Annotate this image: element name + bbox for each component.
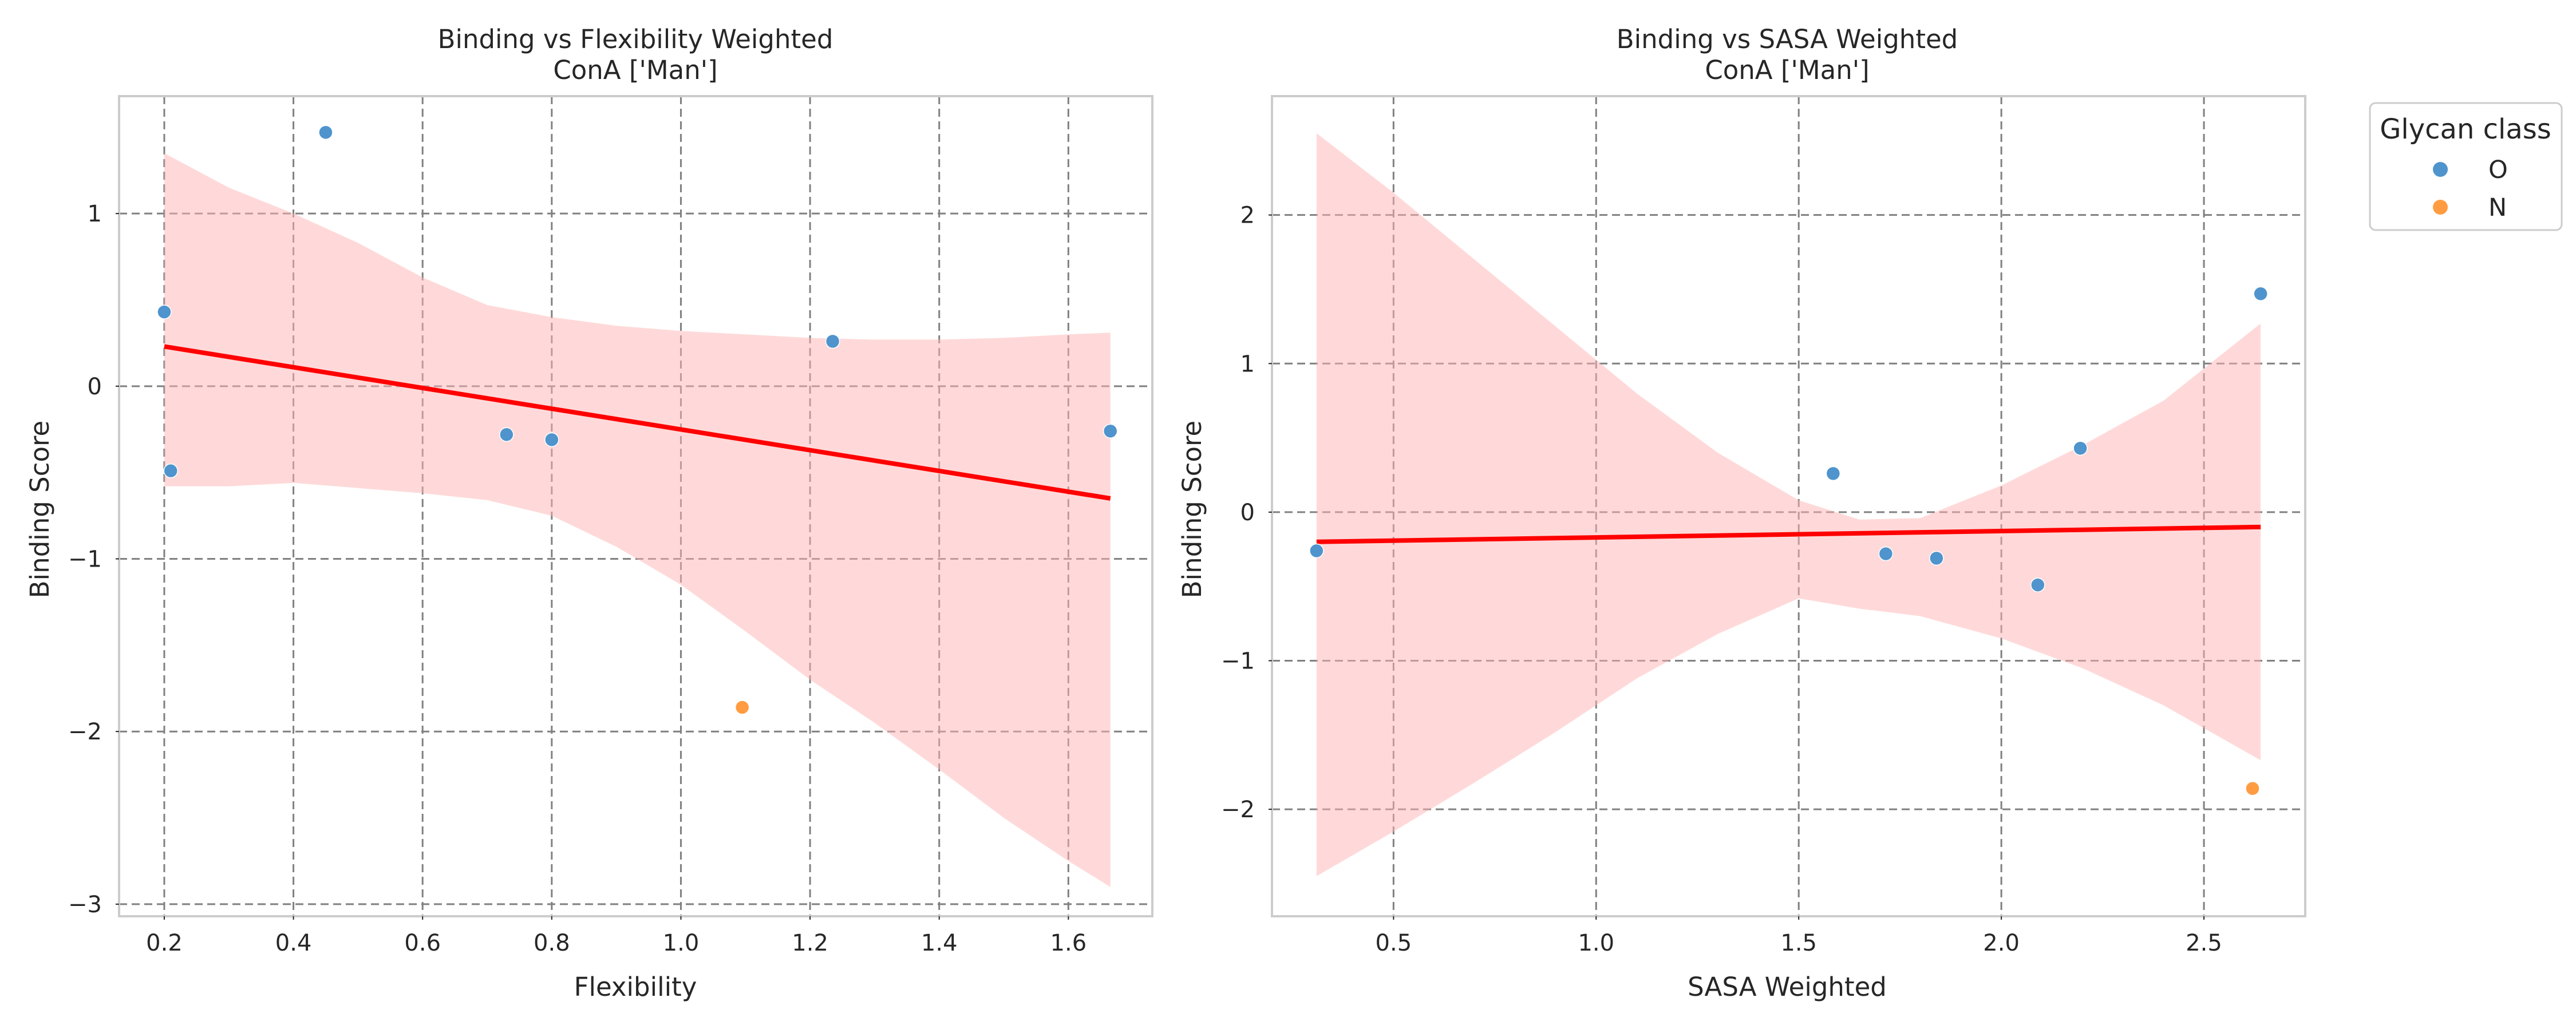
data-point-o (163, 463, 178, 478)
legend-title: Glycan class (2380, 113, 2551, 145)
x-tick-label: 2.5 (2186, 930, 2222, 956)
x-tick-label: 1.0 (1578, 930, 1614, 956)
legend-marker-o (2433, 162, 2448, 177)
y-axis-label: Binding Score (25, 421, 55, 598)
panel-sasa: Binding vs SASA Weighted ConA ['Man'] SA… (1177, 24, 2306, 1002)
x-tick-label: 1.5 (1780, 930, 1817, 956)
chart-subtitle: ConA ['Man'] (1705, 55, 1869, 85)
y-tick-label: 2 (1240, 203, 1255, 229)
y-tick-label: −1 (68, 547, 102, 573)
data-point-o (1929, 551, 1944, 566)
regression-line (164, 344, 1111, 501)
x-tick-label: 0.2 (146, 930, 183, 956)
y-tick-label: 1 (88, 201, 102, 227)
panel-flexibility: Binding vs Flexibility Weighted ConA ['M… (25, 24, 1153, 1002)
x-tick-label: 0.5 (1376, 930, 1412, 956)
legend-frame (2369, 102, 2563, 231)
data-point-o (1826, 466, 1841, 481)
y-tick-label: −2 (68, 719, 102, 745)
data-point-o (157, 304, 172, 319)
y-tick-label: 0 (1240, 500, 1255, 526)
confidence-band (164, 153, 1111, 887)
data-point-n (2245, 781, 2260, 796)
y-tick-label: −3 (68, 892, 102, 918)
data-point-o (318, 125, 333, 140)
chart-subtitle: ConA ['Man'] (553, 55, 717, 85)
y-tick-label: −2 (1221, 797, 1255, 823)
data-point-o (1309, 543, 1324, 559)
data-point-o (544, 432, 559, 448)
x-tick-label: 0.6 (404, 930, 441, 956)
x-tick-label: 0.4 (275, 930, 312, 956)
y-tick-label: −1 (1221, 648, 1255, 674)
plot-area: 0.2 0.4 0.6 0.8 1.0 1.2 1.4 1.6 −3 −2 −1 0 1 (68, 95, 1153, 956)
legend-label-n: N (2488, 193, 2507, 222)
data-point-o (499, 427, 514, 442)
data-point-o (2253, 286, 2268, 302)
data-point-o (825, 334, 840, 349)
chart-title: Binding vs Flexibility Weighted (438, 24, 833, 54)
data-point-o (2073, 441, 2088, 456)
x-tick-label: 1.0 (663, 930, 700, 956)
legend: Glycan class O N (2369, 102, 2563, 231)
plot-frame (1271, 95, 2306, 917)
x-tick-label: 0.8 (534, 930, 570, 956)
chart-title: Binding vs SASA Weighted (1617, 24, 1958, 54)
data-point-o (2030, 577, 2045, 592)
data-point-o (1878, 546, 1894, 561)
y-axis-label: Binding Score (1177, 421, 1207, 598)
x-axis-label: SASA Weighted (1688, 972, 1887, 1002)
legend-marker-n (2433, 200, 2448, 215)
plot-frame (118, 95, 1153, 917)
x-tick-label: 2.0 (1983, 930, 2020, 956)
data-point-o (1103, 424, 1118, 439)
y-tick-label: 0 (88, 374, 102, 400)
regression-line (1316, 524, 2261, 544)
confidence-band (1316, 133, 2261, 876)
x-axis-label: Flexibility (574, 972, 697, 1002)
x-tick-label: 1.4 (921, 930, 958, 956)
x-tick-label: 1.2 (792, 930, 828, 956)
y-tick-label: 1 (1240, 351, 1255, 377)
plot-area: 0.5 1.0 1.5 2.0 2.5 −2 −1 0 1 2 (1221, 95, 2306, 956)
legend-label-o: O (2488, 156, 2508, 184)
x-tick-label: 1.6 (1050, 930, 1087, 956)
data-point-n (734, 700, 750, 715)
